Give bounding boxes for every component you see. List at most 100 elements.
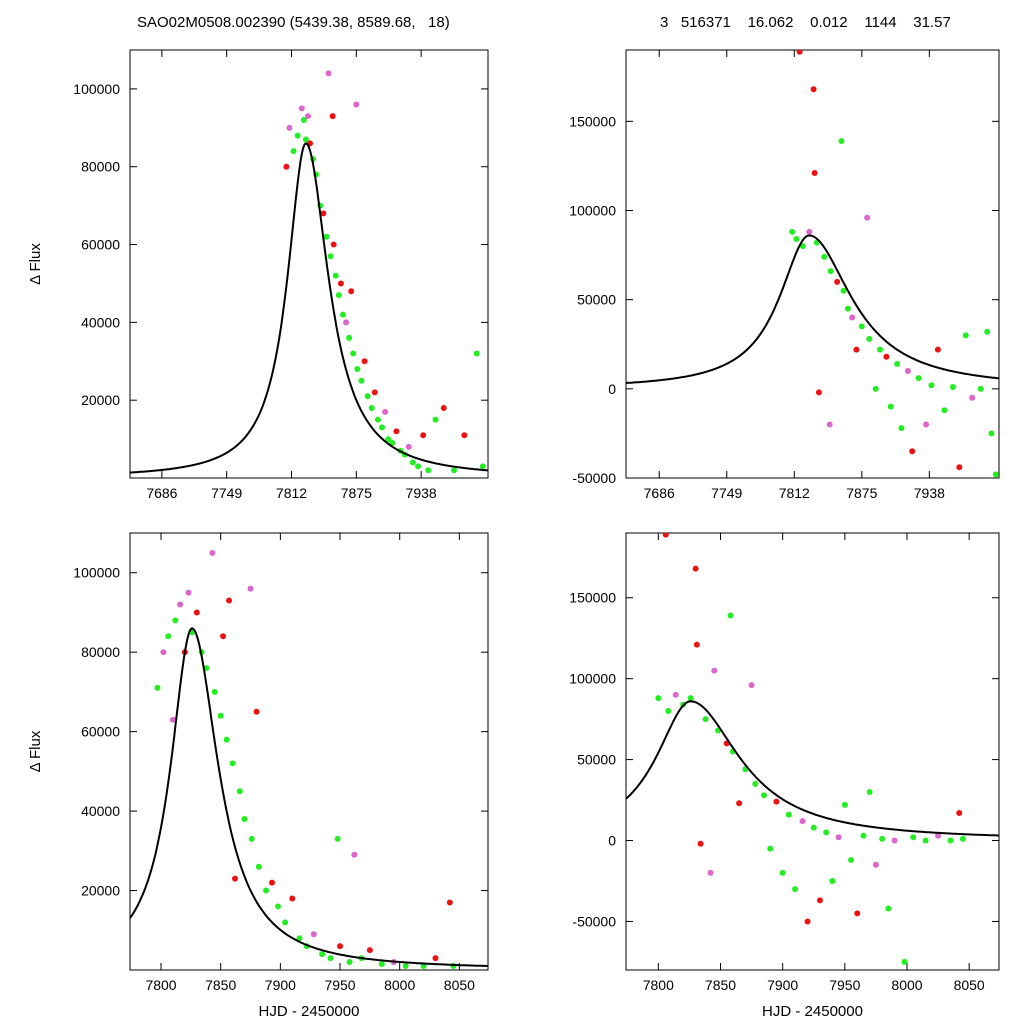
data-point xyxy=(446,899,453,906)
data-point xyxy=(393,428,400,435)
data-point xyxy=(425,467,432,474)
data-point xyxy=(274,903,281,910)
data-point xyxy=(351,851,358,858)
data-point xyxy=(220,633,227,640)
data-point xyxy=(992,471,999,478)
x-tick-label: 7812 xyxy=(779,485,810,501)
data-point xyxy=(827,268,834,275)
data-point xyxy=(702,716,709,723)
x-tick-label: 7950 xyxy=(324,977,355,993)
x-tick-label: 7749 xyxy=(211,485,242,501)
data-point xyxy=(269,879,276,886)
data-point xyxy=(451,467,458,474)
data-point xyxy=(354,366,361,373)
data-point xyxy=(910,834,917,841)
data-point xyxy=(177,601,184,608)
data-point xyxy=(792,886,799,893)
data-point xyxy=(353,101,360,108)
data-point xyxy=(334,835,341,842)
data-point xyxy=(815,389,822,396)
data-point xyxy=(304,113,311,120)
data-point xyxy=(346,334,353,341)
data-point xyxy=(866,788,873,795)
data-point xyxy=(935,832,942,839)
data-point xyxy=(329,113,336,120)
y-axis-label: Δ Flux xyxy=(27,730,44,772)
scatter-layer xyxy=(789,50,999,478)
y-tick-label: -50000 xyxy=(572,913,616,929)
data-point xyxy=(310,931,317,938)
data-point xyxy=(382,408,389,415)
y-tick-label: 80000 xyxy=(81,644,120,660)
data-point xyxy=(358,377,365,384)
data-point xyxy=(866,335,873,342)
y-tick-label: 150000 xyxy=(569,590,616,606)
data-point xyxy=(337,943,344,950)
data-point xyxy=(687,695,694,702)
y-tick-label: 0 xyxy=(608,381,616,397)
data-point xyxy=(834,278,841,285)
x-tick-label: 7749 xyxy=(711,485,742,501)
data-point xyxy=(247,585,254,592)
data-point xyxy=(928,382,935,389)
data-point xyxy=(956,810,963,817)
y-tick-label: 150000 xyxy=(569,113,616,129)
data-point xyxy=(885,905,892,912)
data-point xyxy=(848,856,855,863)
data-point xyxy=(767,845,774,852)
data-point xyxy=(858,323,865,330)
data-point xyxy=(840,287,847,294)
data-point xyxy=(319,951,326,958)
data-point xyxy=(165,633,172,640)
data-point xyxy=(829,877,836,884)
data-point xyxy=(461,432,468,439)
fit-curve xyxy=(626,700,999,837)
header-right-stats: 3 516371 16.062 0.012 1144 31.57 xyxy=(660,14,951,31)
x-axis-label: HJD - 2450000 xyxy=(259,1003,360,1020)
data-point xyxy=(263,887,270,894)
x-tick-label: 8000 xyxy=(384,977,415,993)
data-point xyxy=(339,311,346,318)
x-tick-label: 7850 xyxy=(205,977,236,993)
data-point xyxy=(799,818,806,825)
data-point xyxy=(969,394,976,401)
data-point xyxy=(298,105,305,112)
data-point xyxy=(172,617,179,624)
x-axis-label: HJD - 2450000 xyxy=(762,1003,863,1020)
y-tick-label: 20000 xyxy=(81,392,120,408)
data-point xyxy=(736,800,743,807)
y-axis-label: Δ Flux xyxy=(27,243,44,285)
data-point xyxy=(346,959,353,966)
data-point xyxy=(901,958,908,965)
data-point xyxy=(232,875,239,882)
data-point xyxy=(364,393,371,400)
y-tick-label: 80000 xyxy=(81,159,120,175)
data-point xyxy=(662,533,669,538)
data-point xyxy=(891,837,898,844)
data-point xyxy=(697,840,704,847)
data-point xyxy=(810,824,817,831)
plot-frame xyxy=(625,49,1000,479)
data-point xyxy=(327,253,334,260)
data-point xyxy=(361,358,368,365)
data-point xyxy=(440,404,447,411)
data-point xyxy=(350,350,357,357)
data-point xyxy=(785,811,792,818)
data-point xyxy=(185,589,192,596)
data-point xyxy=(693,641,700,648)
y-tick-label: 100000 xyxy=(73,81,120,97)
data-point xyxy=(371,389,378,396)
data-point xyxy=(290,148,297,155)
data-point xyxy=(879,835,886,842)
data-point xyxy=(804,918,811,925)
data-point xyxy=(389,439,396,446)
data-point xyxy=(793,236,800,243)
data-point xyxy=(988,430,995,437)
data-point xyxy=(379,424,386,431)
data-point xyxy=(844,305,851,312)
data-point xyxy=(343,319,350,326)
data-point xyxy=(956,464,963,471)
data-point xyxy=(248,835,255,842)
data-point xyxy=(789,228,796,235)
x-tick-label: 7950 xyxy=(829,977,860,993)
